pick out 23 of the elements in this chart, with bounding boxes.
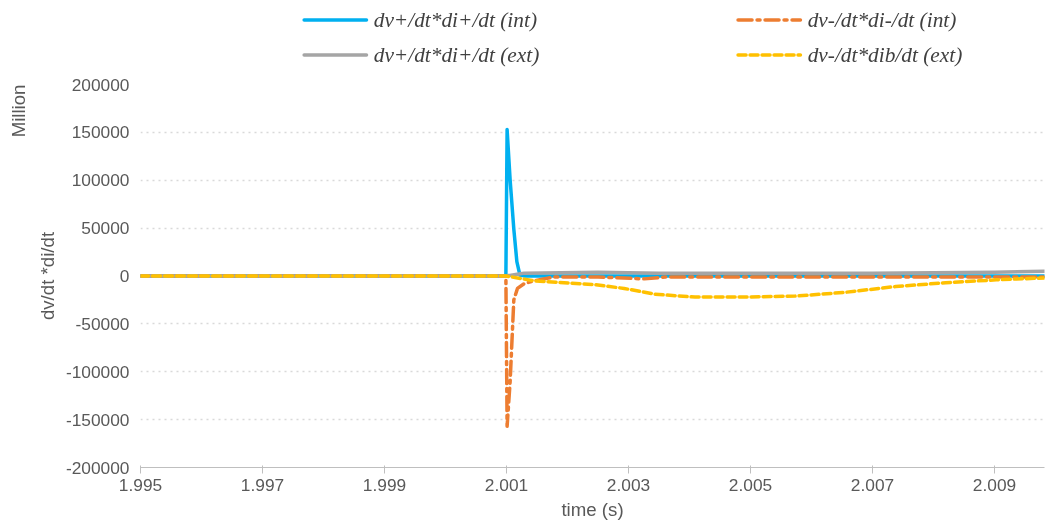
y-tick-label: 50000 — [81, 218, 130, 239]
y-axis-title: dv/dt *di/dt — [36, 231, 58, 321]
x-axis-title: time (s) — [561, 498, 624, 520]
x-tick-label: 2.007 — [850, 474, 895, 495]
line-series — [140, 274, 1045, 299]
x-tick-label: 2.009 — [972, 474, 1017, 495]
legend-label: dv+/dt*di+/dt (ext) — [373, 43, 540, 68]
y-tick-label: 150000 — [71, 122, 130, 143]
x-tick-label: 2.001 — [484, 474, 529, 495]
text: Million — [7, 84, 29, 138]
x-tick-label: 2.005 — [728, 474, 773, 495]
x-tick-label: 1.997 — [240, 474, 285, 495]
legend-label: dv-/dt*di-/dt (int) — [807, 8, 957, 33]
x-tick-label: 2.003 — [606, 474, 651, 495]
x-tick-label: 1.999 — [362, 474, 407, 495]
y-tick-label: 200000 — [71, 74, 130, 95]
y-tick-label: -150000 — [65, 409, 130, 430]
y-tick-label: 100000 — [71, 170, 130, 191]
legend-label: dv+/dt*di+/dt (int) — [373, 8, 537, 33]
y-tick-label: 0 — [119, 266, 130, 286]
y-tick-label: -100000 — [65, 361, 130, 382]
legend-label: dv-/dt*dib/dt (ext) — [807, 43, 963, 68]
y-tick-label: -50000 — [75, 313, 130, 334]
